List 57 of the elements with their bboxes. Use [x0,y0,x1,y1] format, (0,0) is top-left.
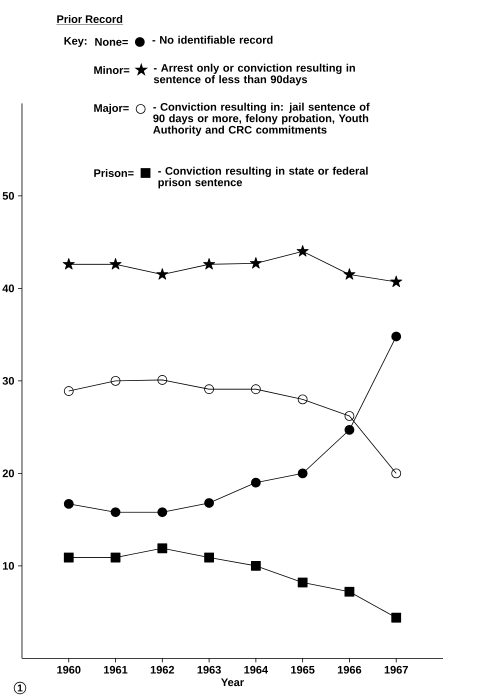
text: 1 [18,684,22,692]
point [250,560,261,571]
legend-title: Prior Record [57,14,122,24]
legend-label: Prison= [94,168,134,178]
x-tick-label: 1961 [104,666,128,674]
point [157,507,168,518]
x-tick-label: 1967 [384,666,408,674]
y-tick-label: 50 [2,192,14,200]
point [391,612,402,623]
annotation: - Conviction resulting in state or federal prison sentence [158,166,368,188]
point [110,507,120,518]
point [250,384,261,394]
point [391,468,402,478]
x-tick-label: 1966 [338,666,362,674]
point [296,245,309,256]
point [390,276,402,288]
point [157,375,168,385]
text: Key: [64,37,86,47]
legend-label: Minor= [94,66,130,74]
text: - No identifiable record [152,36,272,44]
point [391,332,402,342]
text: - Arrest only or conviction resulting in sentence of less than 90days [154,64,355,86]
point [344,586,354,597]
x-tick-label: 1962 [150,666,174,674]
point [203,258,216,270]
point [62,258,75,270]
y-tick-label: 30 [2,376,14,385]
point [298,578,308,588]
y-tick-label: 40 [2,284,14,292]
x-tick-label: 1963 [198,666,221,674]
x-tick-label: 1960 [57,666,80,674]
legend-label: Major= [94,104,129,114]
point [344,411,354,421]
x-tick-label: 1965 [291,666,315,674]
y-tick-label: 10 [2,562,14,570]
point [64,498,74,509]
point [110,258,122,270]
x-axis-title: Year [221,678,244,686]
annotation: - Conviction resulting in: jail sentence of 90 days or more, felony probation, Youth Authority and CRC commitments [153,102,370,136]
y-tick-label: 20 [2,470,14,478]
point [344,424,354,435]
x-tick-label: 1964 [244,666,268,674]
point [298,394,308,404]
point [250,257,262,269]
point [204,384,214,394]
point [156,268,168,280]
point [64,552,74,562]
point [343,268,356,280]
point [110,376,120,386]
legend-label: None= [95,38,128,46]
point [250,478,261,488]
point [204,498,214,508]
point [64,386,74,396]
point [110,552,120,562]
point [298,468,308,478]
point [204,552,214,562]
point [157,543,168,554]
